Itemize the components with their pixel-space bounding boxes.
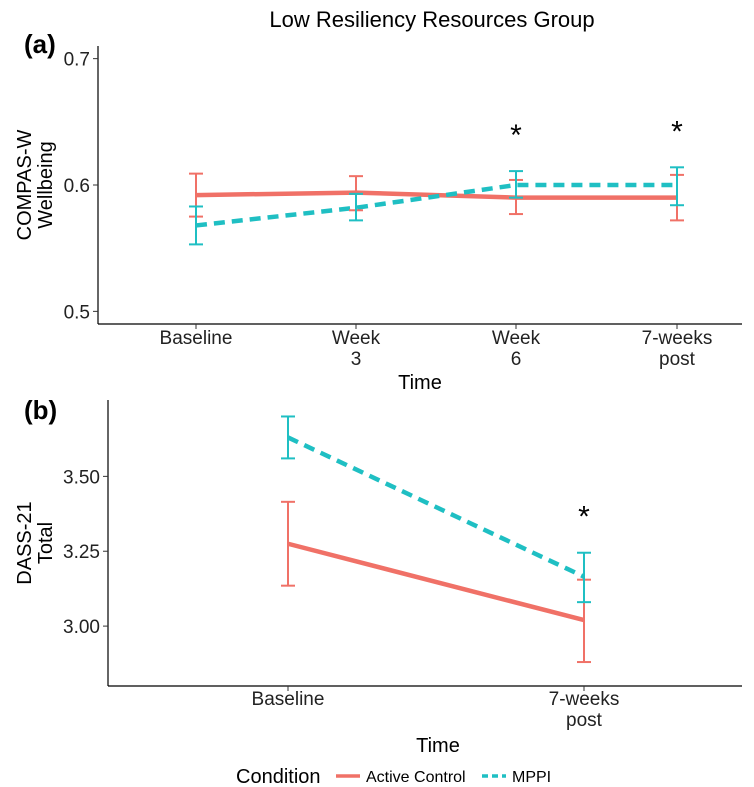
panel-a-y-tick-label: 0.6	[64, 176, 90, 197]
panel-b-y-tick-label: 3.00	[63, 617, 100, 638]
panel-b-y-tick-label: 3.50	[63, 467, 100, 488]
panel-b-significance-star: *	[578, 501, 590, 534]
panel-b-y-axis-title: DASS-21Total	[14, 501, 57, 584]
panel-a-series	[189, 166, 684, 246]
panel-b-y-ticks: 3.00 3.25 3.50	[63, 467, 108, 638]
panel-b-line-active-control	[287, 541, 585, 623]
figure-title: Low Resiliency Resources Group	[269, 7, 594, 32]
panel-a-x-axis-title: Time	[398, 372, 442, 394]
panel-b-x-tick-label: Baseline	[252, 689, 325, 710]
panel-a-label: (a)	[24, 29, 56, 59]
panel-a-errorbar-mppi	[189, 205, 203, 246]
panel-b-annotations: *	[578, 501, 590, 534]
panel-b: (b) 3.00 3.25 3.50 Baseline 7-weeks post DAS…	[14, 395, 742, 757]
panel-b-x-tick-label: 7-weeks post	[549, 689, 620, 731]
panel-a-line-mppi	[195, 182, 677, 228]
panel-a-y-axis-title: COMPAS-WWellbeing	[14, 130, 57, 241]
panel-b-label: (b)	[24, 395, 57, 425]
panel-b-errorbar-mppi	[281, 415, 295, 460]
panel-a-x-ticks: Baseline Week 3 Week 6 7-weeks post	[160, 324, 713, 370]
panel-a-y-ticks: 0.5 0.6 0.7	[64, 50, 98, 323]
panel-a-y-axis-title-text: COMPAS-WWellbeing	[14, 130, 57, 241]
panel-a-y-tick-label: 0.7	[64, 50, 90, 71]
panel-a-significance-star: *	[671, 115, 683, 148]
panel-a-x-tick-label: 7-weeks post	[642, 328, 713, 370]
panel-a-significance-star: *	[510, 119, 522, 152]
panel-b-series	[281, 415, 591, 664]
panel-a-x-tick-label: Week 3	[332, 328, 381, 370]
panel-a-x-tick-label: Baseline	[160, 328, 233, 349]
panel-a-x-tick-label: Week 6	[492, 328, 541, 370]
panel-a-errorbar-mppi	[509, 170, 523, 199]
legend: Condition Active Control MPPI	[236, 766, 551, 787]
panel-b-errorbar-mppi	[577, 551, 591, 604]
panel-b-y-axis-title-text: DASS-21Total	[14, 501, 57, 584]
panel-a: (a) 0.5 0.6 0.7 Baseline Week 3 Week 6 7-weeks p…	[14, 29, 742, 394]
panel-a-annotations: * *	[510, 115, 683, 152]
panel-a-y-tick-label: 0.5	[64, 302, 90, 323]
panel-a-errorbar-mppi	[349, 192, 363, 222]
legend-label-mppi: MPPI	[512, 769, 551, 786]
panel-b-x-axis-title: Time	[416, 735, 460, 757]
panel-b-x-ticks: Baseline 7-weeks post	[252, 686, 620, 731]
panel-b-errorbar-active-control	[281, 500, 295, 587]
legend-title: Condition	[236, 766, 321, 787]
panel-b-line-mppi	[287, 435, 585, 579]
panel-a-errorbar-mppi	[670, 166, 684, 207]
legend-label-active-control: Active Control	[366, 769, 466, 786]
panel-b-y-tick-label: 3.25	[63, 542, 100, 563]
